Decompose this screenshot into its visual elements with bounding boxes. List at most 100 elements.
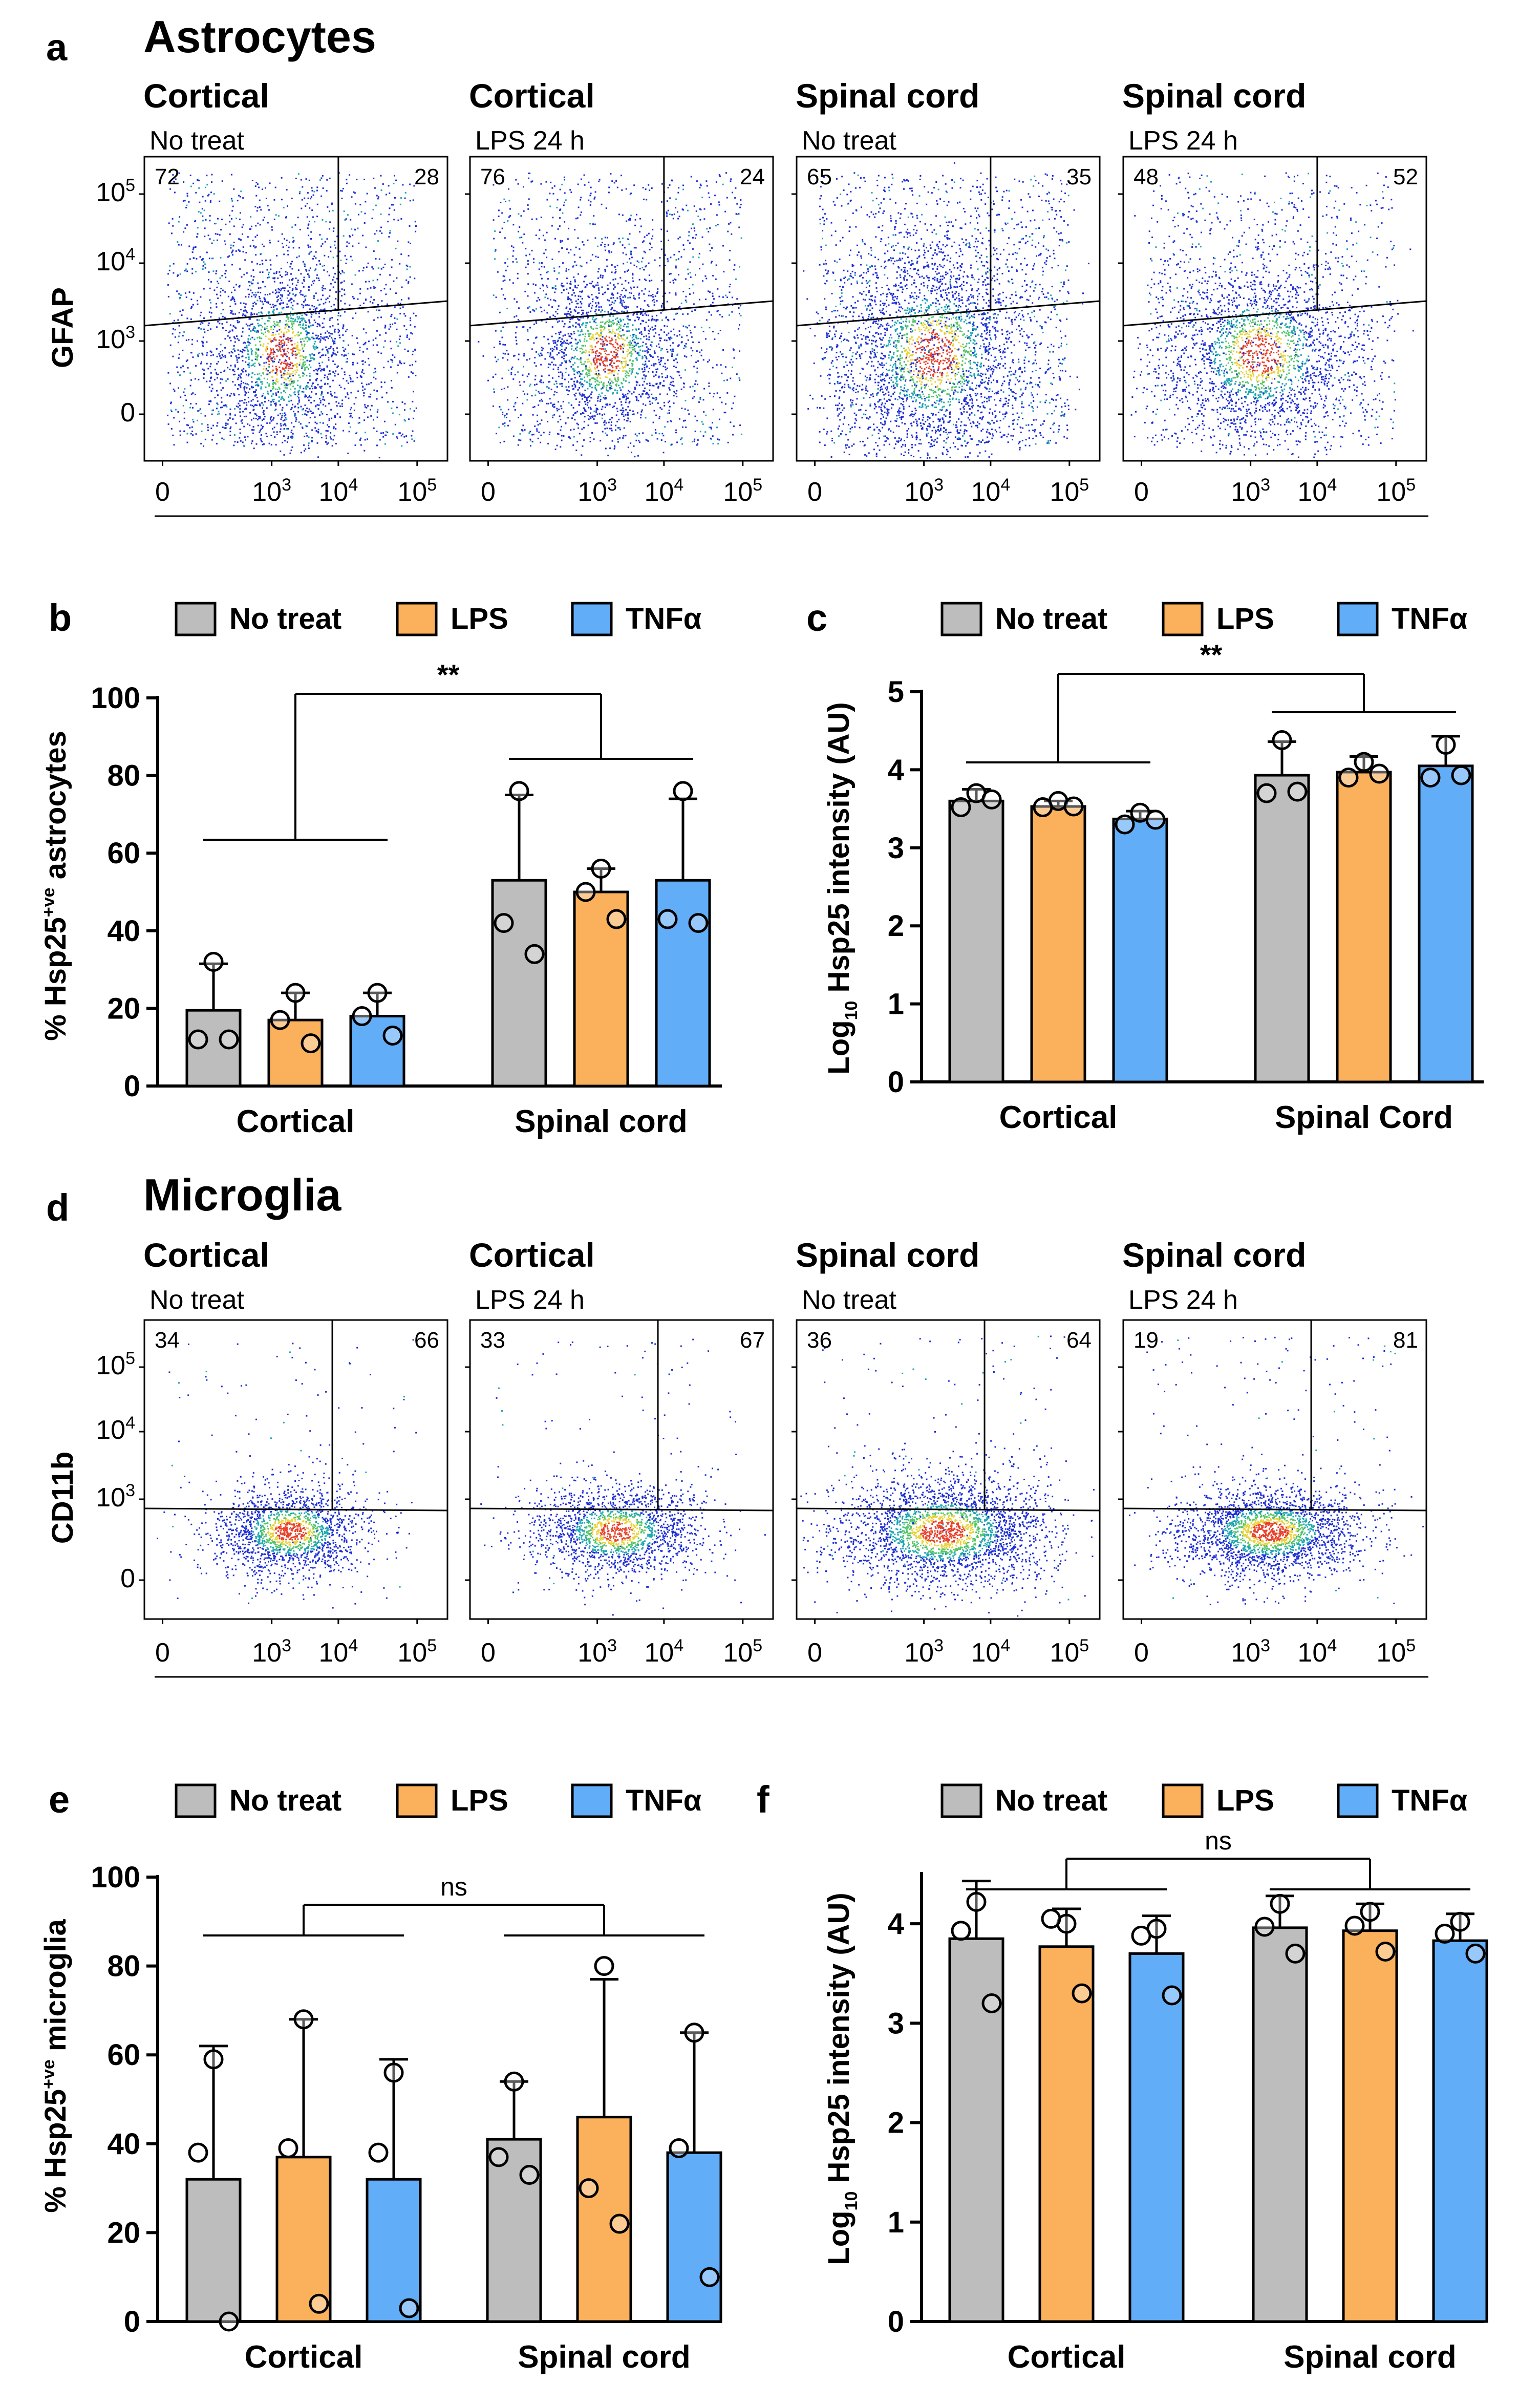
flow-event-sparse	[350, 219, 351, 221]
flow-event	[312, 281, 313, 282]
flow-event-sparse	[377, 304, 379, 306]
flow-event	[312, 357, 313, 359]
flow-event-sparse	[185, 399, 187, 401]
flow-event	[300, 355, 301, 357]
flow-event	[318, 405, 320, 406]
flow-event-sparse	[187, 442, 188, 443]
flow-event	[308, 286, 310, 288]
flow-event	[205, 267, 206, 269]
flow-event	[241, 335, 242, 337]
flow-event	[256, 359, 258, 360]
flow-event	[283, 302, 284, 304]
flow-event-sparse	[284, 423, 286, 425]
flow-event-sparse	[253, 426, 254, 428]
flow-event	[252, 399, 254, 400]
flow-event	[279, 326, 280, 327]
flow-event-sparse	[308, 198, 309, 199]
flow-event	[248, 335, 250, 336]
flow-event-sparse	[197, 420, 198, 421]
flow-event	[288, 366, 290, 367]
flow-event-sparse	[392, 324, 393, 325]
flow-event	[318, 363, 320, 364]
flow-event-sparse	[271, 420, 272, 422]
flow-event-sparse	[275, 187, 276, 188]
flow-event-sparse	[251, 226, 252, 227]
flow-event	[294, 320, 296, 322]
flow-event-sparse	[285, 414, 286, 416]
flow-event-sparse	[222, 302, 223, 304]
flow-event-sparse	[190, 385, 191, 387]
flow-event-sparse	[367, 416, 369, 418]
flow-event	[315, 388, 316, 389]
flow-event-sparse	[247, 364, 249, 366]
flow-event-sparse	[240, 196, 241, 198]
flow-event-sparse	[323, 404, 324, 406]
flow-event-sparse	[226, 406, 227, 408]
flow-event-sparse	[255, 294, 257, 296]
flow-event-sparse	[373, 268, 374, 270]
flow-event	[298, 334, 300, 336]
flow-event	[200, 312, 202, 313]
flow-event	[248, 294, 250, 295]
flow-event-sparse	[399, 432, 401, 434]
flow-event	[380, 316, 382, 318]
flow-event-sparse	[231, 200, 233, 202]
flow-event-sparse	[217, 218, 219, 220]
flow-event-sparse	[177, 320, 179, 321]
flow-event	[329, 348, 331, 349]
flow-event-sparse	[309, 379, 311, 381]
flow-event-sparse	[415, 375, 416, 376]
flow-event-sparse	[206, 381, 207, 382]
flow-event	[239, 268, 241, 270]
flow-event	[275, 389, 276, 390]
flow-event-sparse	[408, 418, 410, 420]
flow-event	[230, 324, 231, 326]
flow-event	[248, 401, 249, 402]
flow-event	[294, 318, 296, 320]
flow-event	[285, 353, 287, 354]
flow-event	[280, 348, 281, 350]
flow-event-sparse	[206, 175, 207, 176]
flow-event	[262, 354, 264, 355]
flow-event	[305, 410, 307, 412]
flow-event-sparse	[291, 422, 292, 423]
flow-event	[252, 324, 253, 325]
flow-event-sparse	[282, 294, 283, 296]
flow-event-sparse	[195, 378, 196, 379]
flow-event	[269, 356, 271, 358]
flow-event	[245, 296, 246, 297]
flow-event-sparse	[234, 289, 236, 291]
flow-event-sparse	[234, 408, 236, 410]
flow-event	[285, 364, 287, 365]
flow-event-sparse	[183, 200, 184, 202]
flow-event-sparse	[190, 299, 192, 300]
flow-event-sparse	[256, 235, 258, 236]
flow-event-sparse	[173, 389, 175, 390]
flow-event	[243, 303, 245, 304]
flow-event-sparse	[400, 204, 401, 205]
flow-event	[211, 414, 213, 415]
flow-event	[271, 307, 272, 308]
flow-event	[249, 318, 250, 320]
flow-event-sparse	[176, 290, 178, 292]
flow-event	[245, 303, 247, 305]
flow-event	[291, 450, 292, 451]
flow-event	[268, 303, 269, 304]
flow-event	[288, 368, 289, 369]
flow-event-sparse	[179, 311, 181, 312]
flow-event	[255, 236, 256, 238]
flow-event	[313, 283, 314, 284]
flow-event	[244, 389, 245, 391]
flow-event	[344, 289, 345, 291]
flow-event-sparse	[272, 360, 273, 362]
flow-event-sparse	[327, 238, 328, 240]
flow-event	[246, 374, 247, 375]
flow-event-sparse	[268, 400, 269, 401]
flow-event	[275, 368, 277, 370]
flow-event-sparse	[197, 233, 199, 235]
flow-event	[216, 306, 218, 308]
flow-event	[315, 292, 317, 294]
flow-event	[271, 334, 273, 336]
flow-event-sparse	[309, 360, 311, 362]
flow-event	[285, 385, 286, 386]
